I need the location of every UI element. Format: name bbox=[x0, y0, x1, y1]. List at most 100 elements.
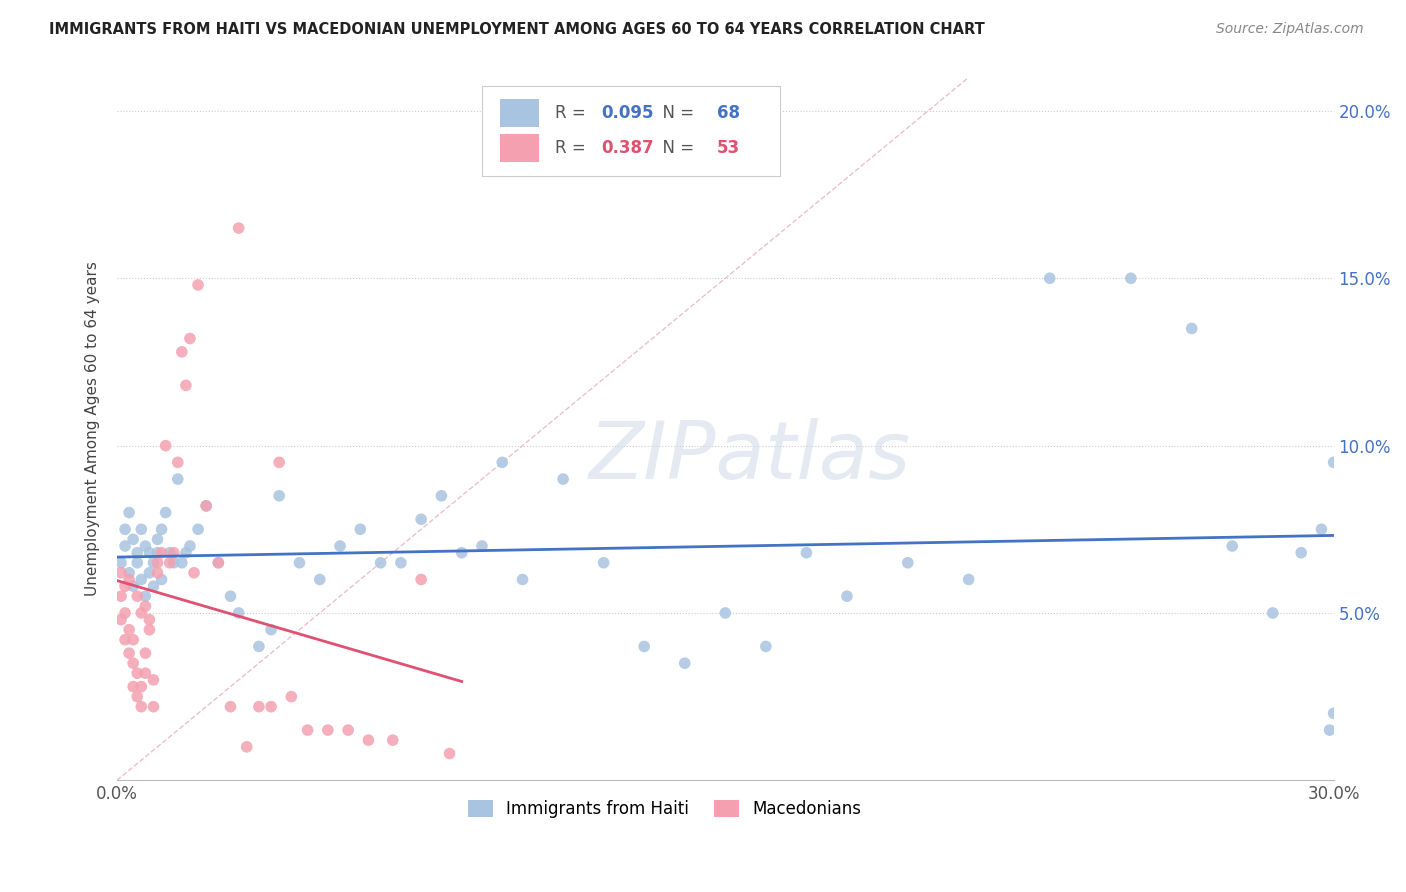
Point bbox=[142, 579, 165, 593]
Point bbox=[381, 733, 404, 747]
Point bbox=[491, 455, 513, 469]
Point bbox=[114, 632, 136, 647]
Point bbox=[122, 656, 145, 670]
Point bbox=[835, 589, 858, 603]
Point bbox=[138, 623, 160, 637]
Point bbox=[957, 573, 980, 587]
Point bbox=[155, 439, 177, 453]
Point bbox=[129, 699, 152, 714]
Point bbox=[118, 506, 141, 520]
Point bbox=[1323, 706, 1346, 721]
Point bbox=[673, 656, 696, 670]
Point bbox=[288, 556, 311, 570]
Point bbox=[1323, 455, 1346, 469]
Point bbox=[411, 512, 433, 526]
Point bbox=[150, 522, 173, 536]
Point bbox=[110, 589, 132, 603]
Point bbox=[127, 589, 149, 603]
Point bbox=[357, 733, 380, 747]
Text: R =: R = bbox=[555, 103, 591, 122]
Point bbox=[1289, 546, 1312, 560]
Point bbox=[1039, 271, 1062, 285]
Point bbox=[138, 566, 160, 580]
Point bbox=[114, 539, 136, 553]
Point bbox=[142, 673, 165, 687]
Point bbox=[129, 573, 152, 587]
Point bbox=[297, 723, 319, 737]
Point bbox=[1119, 271, 1142, 285]
Point bbox=[179, 539, 201, 553]
Point bbox=[228, 221, 250, 235]
Point bbox=[450, 546, 472, 560]
Point bbox=[118, 646, 141, 660]
Point bbox=[170, 556, 193, 570]
Point bbox=[349, 522, 371, 536]
Point bbox=[134, 646, 156, 660]
Point bbox=[329, 539, 352, 553]
Point bbox=[159, 546, 181, 560]
Point bbox=[127, 546, 149, 560]
FancyBboxPatch shape bbox=[501, 99, 538, 127]
Point bbox=[118, 573, 141, 587]
Point bbox=[714, 606, 737, 620]
Point bbox=[114, 606, 136, 620]
Point bbox=[122, 533, 145, 547]
Point bbox=[146, 546, 169, 560]
Point bbox=[166, 455, 188, 469]
Point bbox=[122, 680, 145, 694]
Point bbox=[235, 739, 257, 754]
Point bbox=[195, 499, 218, 513]
Text: 68: 68 bbox=[717, 103, 740, 122]
Point bbox=[146, 533, 169, 547]
FancyBboxPatch shape bbox=[501, 134, 538, 161]
Point bbox=[260, 699, 283, 714]
Point bbox=[110, 556, 132, 570]
Point bbox=[174, 546, 197, 560]
Point bbox=[166, 472, 188, 486]
Point bbox=[129, 606, 152, 620]
Point bbox=[411, 573, 433, 587]
Point bbox=[129, 522, 152, 536]
Text: N =: N = bbox=[652, 103, 700, 122]
Point bbox=[134, 599, 156, 614]
Text: Source: ZipAtlas.com: Source: ZipAtlas.com bbox=[1216, 22, 1364, 37]
Point bbox=[174, 378, 197, 392]
Point bbox=[370, 556, 392, 570]
Point bbox=[127, 556, 149, 570]
Point bbox=[138, 546, 160, 560]
Text: 0.387: 0.387 bbox=[602, 138, 654, 157]
Point bbox=[247, 640, 270, 654]
Point bbox=[1310, 522, 1333, 536]
Legend: Immigrants from Haiti, Macedonians: Immigrants from Haiti, Macedonians bbox=[461, 793, 868, 825]
Point bbox=[122, 632, 145, 647]
Text: 0.095: 0.095 bbox=[602, 103, 654, 122]
Text: IMMIGRANTS FROM HAITI VS MACEDONIAN UNEMPLOYMENT AMONG AGES 60 TO 64 YEARS CORRE: IMMIGRANTS FROM HAITI VS MACEDONIAN UNEM… bbox=[49, 22, 986, 37]
Point bbox=[110, 613, 132, 627]
Point bbox=[187, 522, 209, 536]
Point bbox=[430, 489, 453, 503]
Point bbox=[207, 556, 229, 570]
Point bbox=[228, 606, 250, 620]
Point bbox=[183, 566, 205, 580]
Point bbox=[122, 579, 145, 593]
Point bbox=[471, 539, 494, 553]
Point bbox=[129, 680, 152, 694]
Point bbox=[179, 331, 201, 345]
Point bbox=[134, 589, 156, 603]
Point bbox=[146, 566, 169, 580]
Point bbox=[110, 566, 132, 580]
Point bbox=[163, 556, 186, 570]
Point bbox=[551, 472, 574, 486]
Point bbox=[592, 556, 614, 570]
Text: N =: N = bbox=[652, 138, 700, 157]
Text: R =: R = bbox=[555, 138, 591, 157]
Point bbox=[308, 573, 330, 587]
Point bbox=[146, 556, 169, 570]
Point bbox=[127, 690, 149, 704]
Point bbox=[755, 640, 778, 654]
Point bbox=[1220, 539, 1243, 553]
Point bbox=[118, 623, 141, 637]
Point bbox=[337, 723, 360, 737]
FancyBboxPatch shape bbox=[482, 86, 780, 176]
Point bbox=[247, 699, 270, 714]
